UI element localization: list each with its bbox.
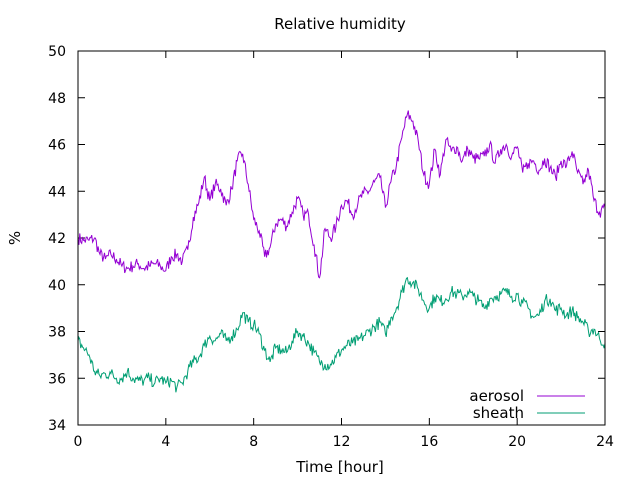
x-tick-label: 4 <box>161 434 170 450</box>
y-axis-label: % <box>6 231 24 245</box>
y-tick-label: 46 <box>48 138 66 154</box>
x-tick-label: 16 <box>420 434 438 450</box>
series-line-sheath <box>77 276 606 393</box>
x-tick-label: 0 <box>74 434 83 450</box>
y-tick-label: 38 <box>48 325 66 341</box>
x-tick-label: 8 <box>249 434 258 450</box>
x-tick-label: 20 <box>508 434 526 450</box>
legend-label-sheath: sheath <box>473 404 524 422</box>
x-tick-label: 12 <box>333 434 351 450</box>
y-tick-label: 40 <box>48 278 66 294</box>
y-tick-label: 42 <box>48 231 66 247</box>
y-tick-label: 34 <box>48 418 66 434</box>
y-tick-label: 36 <box>48 371 66 387</box>
y-tick-label: 48 <box>48 91 66 107</box>
x-tick-label: 24 <box>596 434 614 450</box>
series-layer <box>77 110 606 393</box>
y-tick-label: 44 <box>48 184 66 200</box>
x-axis-label: Time [hour] <box>295 458 384 476</box>
plot-frame <box>77 50 606 426</box>
series-line-aerosol <box>77 110 606 279</box>
legend-label-aerosol: aerosol <box>469 387 524 405</box>
chart-title: Relative humidity <box>274 15 406 33</box>
y-tick-label: 50 <box>48 44 66 60</box>
